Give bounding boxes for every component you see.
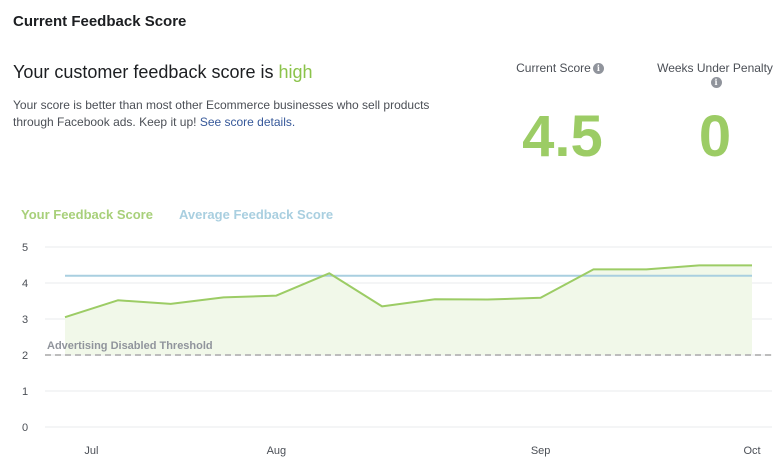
weeks-under-penalty-label: Weeks Under Penalty [657, 61, 773, 75]
your-feedback-score-line [64, 264, 752, 319]
score-level: high [278, 62, 313, 82]
info-icon[interactable]: i [710, 77, 722, 88]
series-line-layer [64, 264, 752, 319]
x-tick-label: Aug [267, 445, 287, 457]
score-description: Your score is better than most other Eco… [13, 97, 443, 131]
y-tick-label: 4 [22, 278, 28, 290]
score-headline: Your customer feedback score is high [13, 62, 313, 83]
x-tick-label: Oct [743, 445, 760, 457]
legend-your-feedback-score[interactable]: Your Feedback Score [21, 207, 153, 222]
current-score-value: 4.5 [522, 104, 603, 169]
threshold-label: Advertising Disabled Threshold [47, 340, 213, 352]
current-score-label-wrap: Current Score i [510, 61, 610, 75]
description-text: Your score is better than most other Eco… [13, 98, 430, 129]
see-score-details-link[interactable]: See score details. [199, 115, 296, 129]
page-title: Current Feedback Score [13, 13, 187, 30]
x-tick-label: Jul [84, 445, 98, 457]
weeks-under-penalty-value: 0 [698, 104, 732, 169]
legend-average-feedback-score[interactable]: Average Feedback Score [179, 207, 334, 222]
info-icon[interactable]: i [592, 63, 604, 74]
current-score-label: Current Score [516, 61, 591, 75]
y-tick-label: 1 [22, 386, 28, 398]
y-tick-label: 5 [22, 242, 28, 254]
y-tick-label: 2 [22, 350, 28, 362]
score-fill-layer [65, 265, 752, 355]
threshold-layer: Advertising Disabled Threshold [45, 340, 772, 356]
y-tick-label: 0 [22, 422, 28, 434]
headline-prefix: Your customer feedback score is [13, 62, 274, 82]
score-area-fill [65, 265, 752, 355]
tick-layer: 0 1 2 3 4 5 Jul Aug Sep Oct [22, 242, 761, 457]
x-tick-label: Sep [531, 445, 551, 457]
weeks-under-penalty-label-wrap: Weeks Under Penalty i [654, 61, 776, 89]
y-tick-label: 3 [22, 314, 28, 326]
